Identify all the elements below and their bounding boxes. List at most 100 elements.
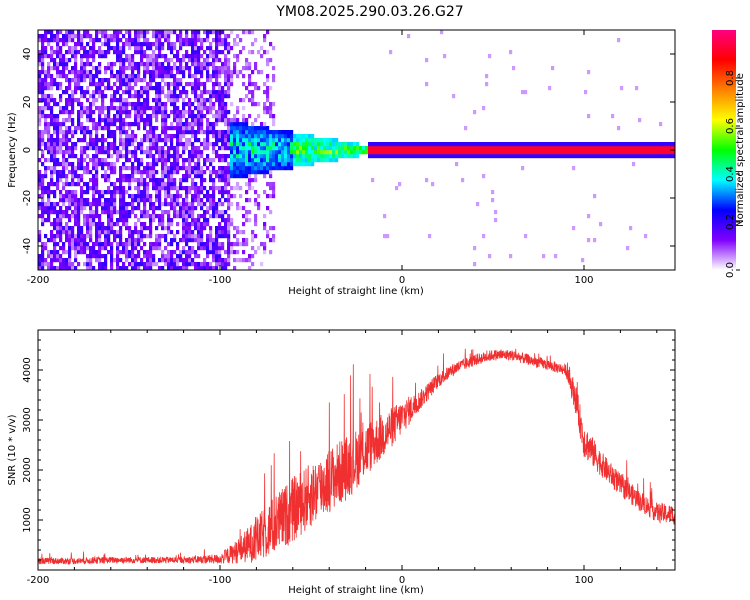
spectrogram-cell [224, 222, 228, 227]
spectrogram-cell [224, 198, 228, 203]
spectrogram-cell [641, 154, 645, 159]
spectrogram-cell [290, 166, 294, 171]
spectrogram-cell [272, 114, 276, 119]
spectrogram-cell [179, 62, 183, 67]
spectrogram-cell [485, 146, 489, 151]
spectrogram-cell [218, 74, 222, 79]
spectrogram-cell [248, 66, 252, 71]
spectrogram-cell [536, 142, 540, 147]
spectrogram-cell [245, 242, 249, 247]
spectrogram-cell [545, 146, 549, 151]
spectrogram-cell [209, 30, 213, 35]
spectrogram-cell [44, 242, 48, 247]
spectrogram-cell [449, 154, 453, 159]
spectrogram-cell [266, 130, 270, 135]
spectrogram-cell [239, 38, 243, 43]
spectrogram-cell [221, 242, 225, 247]
spectrogram-cell [206, 246, 210, 251]
spectrogram-cell [215, 230, 219, 235]
spectrogram-cell [119, 154, 123, 159]
spectrogram-cell [233, 118, 237, 123]
spectrogram-cell [59, 206, 63, 211]
spectrogram-cell [299, 150, 303, 155]
spectrogram-cell [242, 66, 246, 71]
spectrogram-cell [452, 94, 456, 99]
spectrogram-cell [50, 170, 54, 175]
spectrogram-cell [119, 50, 123, 55]
spectrogram-cell [110, 98, 114, 103]
spectrogram-cell [257, 150, 261, 155]
spectrogram-cell [50, 110, 54, 115]
spectrogram-cell [83, 218, 87, 223]
spectrogram-cell [59, 138, 63, 143]
spectrogram-cell [62, 194, 66, 199]
spectrogram-cell [143, 198, 147, 203]
spectrogram-cell [497, 146, 501, 151]
spectrogram-cell [62, 150, 66, 155]
spectrogram-cell [83, 246, 87, 251]
spectrogram-cell [122, 50, 126, 55]
spectrogram-cell [605, 154, 609, 159]
spectrogram-cell [626, 142, 630, 147]
spectrogram-cell [134, 46, 138, 51]
spectrogram-cell [53, 182, 57, 187]
spectrogram-cell [185, 38, 189, 43]
spectrogram-cell [182, 70, 186, 75]
spectrogram-cell [95, 126, 99, 131]
spectrogram-cell [101, 90, 105, 95]
spectrogram-cell [278, 130, 282, 135]
spectrogram-cell [98, 222, 102, 227]
spectrogram-cell [128, 102, 132, 107]
spectrogram-cell [131, 258, 135, 263]
spectrogram-cell [209, 202, 213, 207]
spectrogram-ytick-label: 40 [22, 48, 33, 61]
spectrogram-cell [209, 194, 213, 199]
spectrogram-cell [101, 110, 105, 115]
spectrogram-cell [206, 166, 210, 171]
spectrogram-cell [179, 266, 183, 270]
spectrogram-cell [500, 146, 504, 151]
spectrogram-cell [185, 62, 189, 67]
spectrogram-cell [542, 146, 546, 151]
spectrogram-cell [203, 50, 207, 55]
spectrogram-cell [455, 150, 459, 155]
spectrogram-cell [236, 58, 240, 63]
spectrogram-cell [167, 34, 171, 39]
spectrogram-cell [482, 150, 486, 155]
spectrogram-cell [122, 46, 126, 51]
spectrogram-cell [209, 98, 213, 103]
spectrogram-cell [140, 182, 144, 187]
spectrogram-cell [572, 146, 576, 151]
spectrogram-cell [89, 142, 93, 147]
spectrogram-cell [128, 226, 132, 231]
spectrogram-cell [128, 210, 132, 215]
spectrogram-cell [155, 94, 159, 99]
spectrogram-cell [56, 38, 60, 43]
spectrogram-cell [551, 146, 555, 151]
spectrogram-cell [611, 150, 615, 155]
spectrogram-cell [200, 238, 204, 243]
spectrogram-cell [230, 118, 234, 123]
spectrogram-cell [155, 190, 159, 195]
spectrogram-cell [77, 174, 81, 179]
spectrogram-cell [38, 234, 42, 239]
spectrogram-cell [38, 138, 42, 143]
spectrogram-cell [323, 150, 327, 155]
spectrogram-cell [101, 254, 105, 259]
spectrogram-cell [257, 102, 261, 107]
spectrogram-cell [101, 210, 105, 215]
spectrogram-cell [122, 246, 126, 251]
spectrogram-cell [206, 142, 210, 147]
spectrogram-cell [107, 62, 111, 67]
spectrogram-cell [152, 218, 156, 223]
spectrogram-cell [122, 222, 126, 227]
spectrogram-cell [50, 154, 54, 159]
spectrogram-cell [182, 210, 186, 215]
spectrogram-cell [188, 110, 192, 115]
spectrogram-cell [230, 82, 234, 87]
spectrogram-cell [116, 250, 120, 255]
spectrogram-cell [110, 86, 114, 91]
spectrogram-cell [245, 130, 249, 135]
spectrogram-cell [107, 234, 111, 239]
spectrogram-cell [446, 154, 450, 159]
